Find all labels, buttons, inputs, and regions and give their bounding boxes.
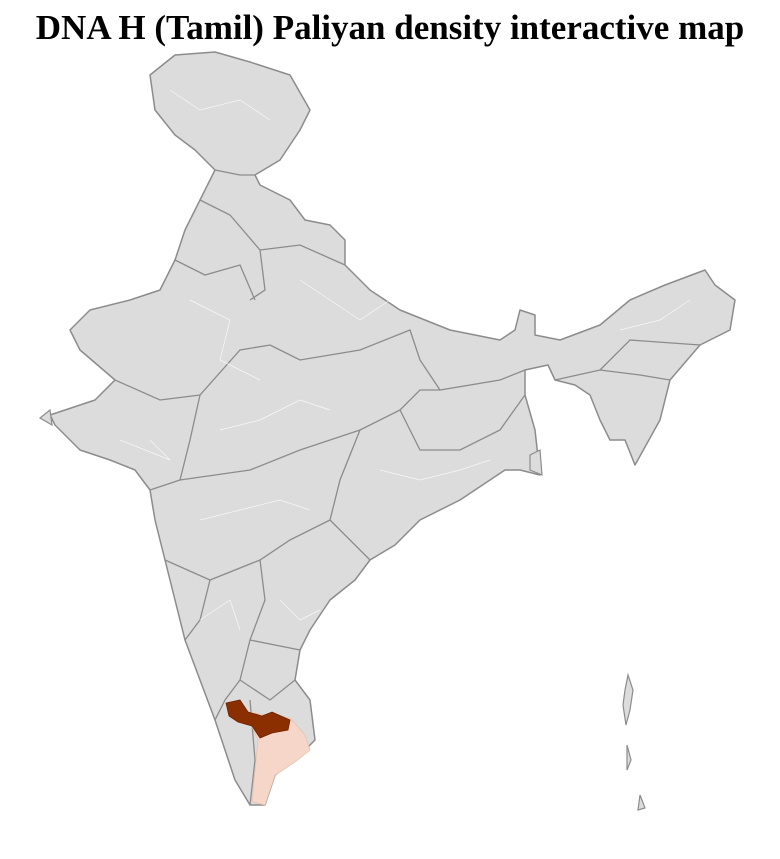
islands <box>38 408 646 811</box>
district-borders <box>119 89 691 631</box>
map-title: DNA H (Tamil) Paliyan density interactiv… <box>35 8 745 47</box>
region-dark <box>225 699 291 739</box>
